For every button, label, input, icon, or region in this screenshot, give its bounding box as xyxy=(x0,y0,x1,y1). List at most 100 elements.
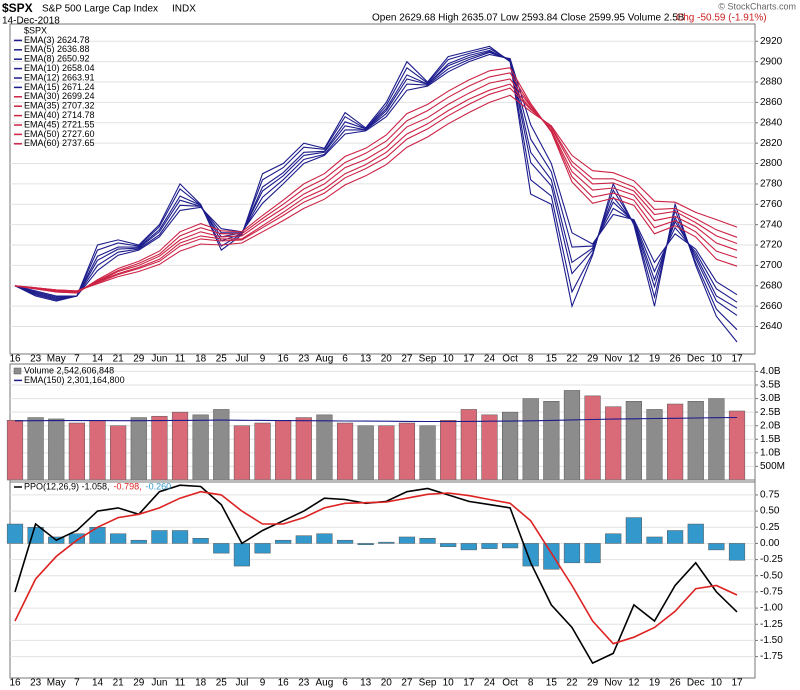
y-tick-label: 2860 xyxy=(760,97,783,108)
y-tick-label: 2700 xyxy=(760,260,783,271)
bar xyxy=(233,425,251,481)
x-tick-label: 27 xyxy=(401,678,413,689)
y-tick-label: 3.0B xyxy=(760,393,781,404)
bar xyxy=(708,543,725,551)
y-tick-label: 2660 xyxy=(760,301,783,312)
y-tick-label: 1.0B xyxy=(760,447,781,458)
x-tick-label: 27 xyxy=(401,354,413,365)
y-tick-label: 2.0B xyxy=(760,420,781,431)
bar xyxy=(316,414,333,481)
x-tick-label: 16 xyxy=(9,354,21,365)
bar xyxy=(378,541,395,544)
series-line xyxy=(14,484,738,665)
bar xyxy=(563,390,581,481)
legend-label: Volume 2,542,606,848 xyxy=(24,365,114,375)
x-tick-label: Dec xyxy=(687,354,705,365)
legend-label: EMA(150) 2,301,164,800 xyxy=(24,375,125,385)
bar xyxy=(563,543,581,564)
legend-swatch xyxy=(13,367,22,375)
x-tick-label: 10 xyxy=(711,354,723,365)
x-tick-label: 16 xyxy=(278,354,290,365)
bar xyxy=(89,420,106,481)
x-tick-label: 6 xyxy=(342,354,348,365)
y-tick-label: 2900 xyxy=(760,56,783,67)
y-tick-label: 4.0B xyxy=(760,366,781,377)
x-tick-label: 19 xyxy=(649,678,661,689)
legend-label: EMA(8) 2650.92 xyxy=(24,54,90,64)
bar xyxy=(110,425,127,481)
bar xyxy=(89,527,106,544)
x-tick-label: Jul xyxy=(236,354,249,365)
x-tick-label: 17 xyxy=(463,678,475,689)
bar xyxy=(687,401,704,481)
x-tick-label: 20 xyxy=(381,678,393,689)
bar xyxy=(646,409,663,481)
y-tick-label: -1.25 xyxy=(760,619,783,630)
index-name: S&P 500 Large Cap Index xyxy=(42,4,158,15)
series-line xyxy=(14,50,738,309)
bar xyxy=(130,417,147,481)
y-tick-label: 2920 xyxy=(760,36,783,47)
bar xyxy=(336,539,354,544)
y-tick-label: 0.25 xyxy=(760,522,780,533)
series-line xyxy=(14,72,738,294)
x-tick-label: 6 xyxy=(342,678,348,689)
bar xyxy=(419,538,436,544)
series-line xyxy=(14,490,738,645)
x-tick-label: Oct xyxy=(502,354,518,365)
bar xyxy=(728,543,746,561)
x-tick-label: 16 xyxy=(278,678,290,689)
bar xyxy=(501,411,519,481)
bar xyxy=(192,538,209,544)
x-tick-label: 7 xyxy=(74,678,80,689)
bar xyxy=(543,543,560,570)
x-tick-label: 21 xyxy=(113,354,125,365)
legend-title: $SPX xyxy=(24,25,47,35)
bar xyxy=(687,523,704,544)
bar xyxy=(460,409,477,481)
x-tick-label: May xyxy=(47,354,66,365)
x-tick-label: 23 xyxy=(30,678,42,689)
legend-label: -0.798, xyxy=(114,481,142,491)
bar xyxy=(275,420,292,481)
x-tick-label: 16 xyxy=(9,678,21,689)
x-tick-label: 10 xyxy=(711,678,723,689)
exchange: INDX xyxy=(172,4,196,15)
bar xyxy=(213,543,230,554)
y-tick-label: 1.5B xyxy=(760,434,781,445)
series-line xyxy=(14,47,738,331)
y-tick-label: -1.00 xyxy=(760,603,783,614)
series-line xyxy=(14,78,738,293)
bar xyxy=(233,543,251,567)
bar xyxy=(460,543,477,551)
x-tick-label: 23 xyxy=(298,354,310,365)
x-tick-label: May xyxy=(47,678,66,689)
x-tick-label: 19 xyxy=(649,354,661,365)
bar xyxy=(378,425,395,481)
credit: © StockCharts.com xyxy=(718,1,796,11)
x-tick-label: Jun xyxy=(151,354,167,365)
x-tick-label: 17 xyxy=(731,354,743,365)
bar xyxy=(605,406,622,481)
legend-label: EMA(60) 2737.65 xyxy=(24,138,95,148)
y-tick-label: -0.50 xyxy=(760,570,783,581)
legend-label: EMA(5) 2636.88 xyxy=(24,44,90,54)
legend-label: EMA(12) 2663.91 xyxy=(24,72,95,82)
x-tick-label: Nov xyxy=(604,678,622,689)
y-tick-label: 2820 xyxy=(760,138,783,149)
bar xyxy=(254,422,271,481)
bar xyxy=(646,536,663,544)
y-tick-label: 0.75 xyxy=(760,490,780,501)
x-tick-label: 20 xyxy=(381,354,393,365)
x-tick-label: 29 xyxy=(587,678,599,689)
y-tick-label: 2800 xyxy=(760,158,783,169)
bar xyxy=(316,533,333,544)
x-tick-label: Sep xyxy=(419,354,437,365)
x-tick-label: 11 xyxy=(175,678,186,689)
y-tick-label: 2780 xyxy=(760,179,783,190)
bar xyxy=(275,539,292,544)
y-tick-label: -1.75 xyxy=(760,651,783,662)
bar xyxy=(625,517,642,544)
bar xyxy=(6,420,24,481)
